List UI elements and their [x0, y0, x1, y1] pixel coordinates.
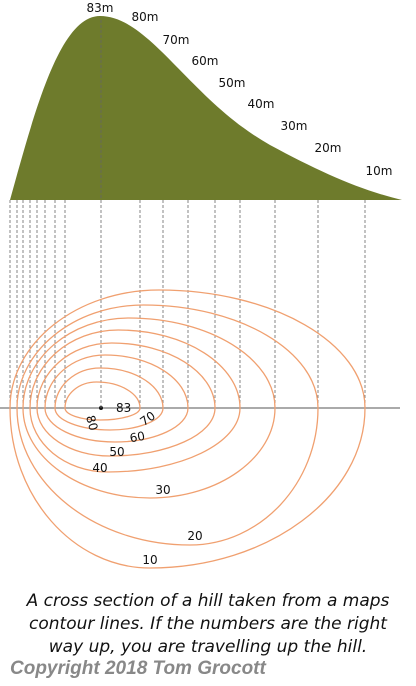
caption-line: contour lines. If the numbers are the ri… [29, 614, 388, 634]
profile-label: 40m [248, 97, 275, 111]
profile-label: 10m [366, 164, 393, 178]
contour-line [29, 329, 241, 473]
contour-line [22, 317, 276, 499]
copyright: Copyright 2018 Tom Grocott [10, 658, 266, 679]
profile-label: 30m [281, 119, 308, 133]
contour-label: 50 [109, 445, 124, 459]
contour-label: 30 [155, 483, 170, 497]
contour-label: 20 [187, 529, 202, 543]
contour-line [54, 367, 164, 431]
caption-line: way up, you are travelling up the hill. [49, 637, 367, 657]
profile-label: 83m [87, 1, 114, 15]
contour-label: 80 [83, 414, 100, 432]
summit-dot [99, 406, 103, 410]
contour-label: 40 [92, 461, 107, 475]
profile-label: 80m [132, 10, 159, 24]
contour-label: 10 [142, 553, 157, 567]
caption-line: A cross section of a hill taken from a m… [26, 591, 390, 611]
contour-line [9, 289, 366, 569]
contour-line [64, 381, 141, 421]
profile-label: 70m [163, 33, 190, 47]
contour-line [36, 342, 216, 457]
profile-label: 20m [315, 141, 342, 155]
contour-label: 83 [116, 401, 131, 415]
profile-label: 60m [192, 54, 219, 68]
profile-label: 50m [219, 76, 246, 90]
contour-label: 60 [129, 429, 146, 445]
hill-profile [10, 16, 402, 200]
contour-line [44, 354, 189, 443]
contour-line [16, 304, 319, 546]
